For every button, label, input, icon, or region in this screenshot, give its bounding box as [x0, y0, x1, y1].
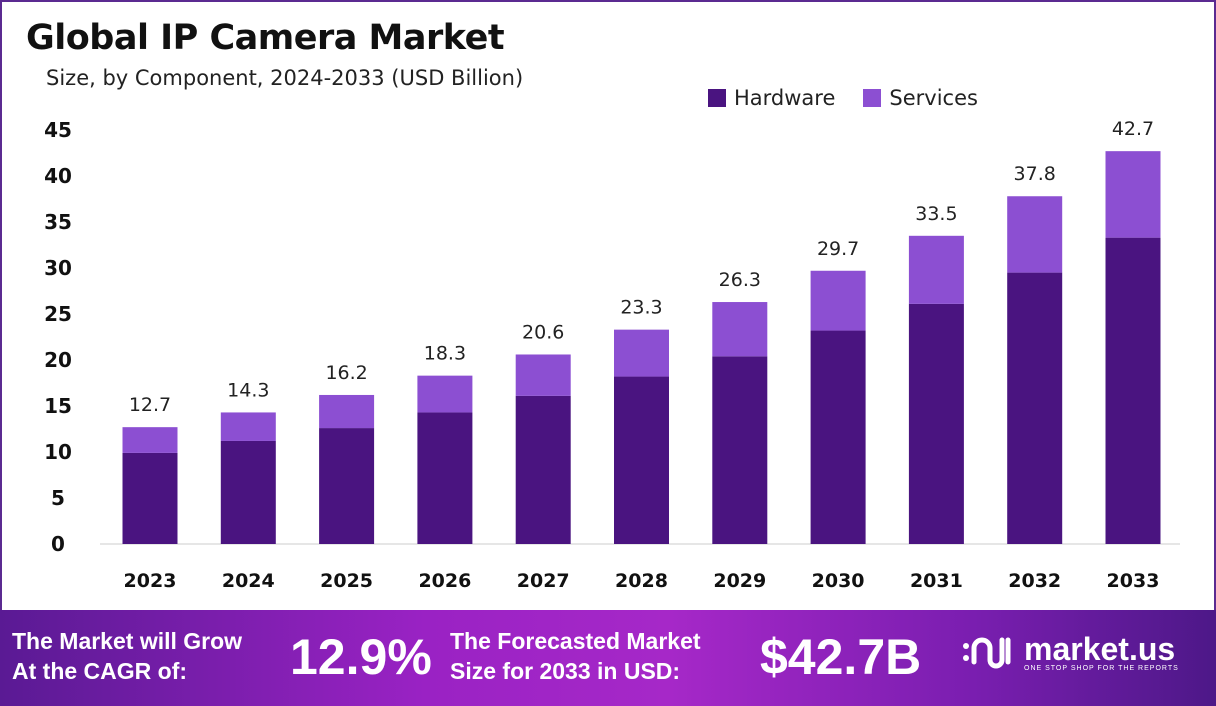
total-label: 29.7	[817, 238, 859, 260]
y-tick-label: 45	[44, 118, 72, 142]
bar-services-2026	[417, 375, 473, 413]
total-label: 18.3	[424, 343, 466, 365]
cagr-value: 12.9%	[290, 629, 432, 685]
bar-services-2025	[319, 394, 375, 429]
bar-services-2024	[220, 412, 276, 441]
cagr-label-line: At the CAGR of:	[12, 658, 188, 684]
chart-subtitle: Size, by Component, 2024-2033 (USD Billi…	[46, 66, 524, 90]
bar-chart: 05101520253035404512.7202314.3202416.220…	[44, 118, 1180, 592]
legend-swatch-hardware	[708, 89, 726, 107]
footer-banner: The Market will Grow At the CAGR of: 12.9…	[0, 610, 1216, 706]
total-label: 42.7	[1112, 118, 1154, 140]
legend-label: Hardware	[734, 86, 836, 110]
y-tick-label: 40	[44, 164, 72, 188]
x-tick-label: 2033	[1107, 570, 1160, 592]
bar-services-2032	[1007, 196, 1063, 273]
bar-hardware-2032	[1007, 272, 1063, 544]
logo-tagline: ONE STOP SHOP FOR THE REPORTS	[1024, 664, 1179, 672]
x-tick-label: 2031	[910, 570, 963, 592]
x-tick-label: 2028	[615, 570, 668, 592]
legend-item-hardware: Hardware	[708, 86, 835, 110]
total-label: 16.2	[325, 362, 367, 384]
legend: Hardware Services	[708, 86, 978, 110]
cagr-label-line: The Market will Grow	[12, 628, 243, 654]
x-tick-label: 2027	[517, 570, 570, 592]
total-label: 33.5	[915, 203, 957, 225]
total-label: 12.7	[129, 394, 171, 416]
y-tick-label: 20	[44, 348, 72, 372]
bar-hardware-2024	[220, 440, 276, 544]
y-tick-label: 5	[51, 486, 65, 510]
cagr-label: The Market will Grow At the CAGR of:	[12, 626, 242, 686]
forecast-value: $42.7B	[760, 629, 922, 685]
bar-services-2033	[1105, 151, 1161, 238]
forecast-label: The Forecasted Market Size for 2033 in US…	[450, 626, 701, 686]
logo-icon	[963, 637, 1011, 669]
bar-hardware-2033	[1105, 237, 1161, 544]
bar-services-2028	[614, 329, 669, 377]
legend-label: Services	[889, 86, 978, 110]
y-tick-label: 10	[44, 440, 72, 464]
bar-hardware-2028	[614, 376, 669, 544]
x-tick-label: 2030	[812, 570, 865, 592]
y-tick-label: 15	[44, 394, 72, 418]
x-tick-label: 2024	[222, 570, 275, 592]
bar-hardware-2027	[515, 395, 571, 544]
bar-services-2031	[908, 235, 964, 304]
forecast-label-line: Size for 2033 in USD:	[450, 658, 681, 684]
bar-services-2023	[122, 427, 178, 453]
y-tick-label: 0	[51, 532, 65, 556]
total-label: 26.3	[719, 269, 761, 291]
x-tick-label: 2032	[1008, 570, 1061, 592]
x-tick-label: 2029	[713, 570, 766, 592]
bar-services-2029	[712, 302, 768, 357]
logo-name: market.us	[1024, 630, 1176, 667]
bar-hardware-2031	[908, 303, 964, 544]
legend-swatch-services	[863, 89, 882, 107]
x-tick-label: 2026	[418, 570, 471, 592]
legend-item-services: Services	[863, 86, 978, 110]
total-label: 37.8	[1014, 163, 1056, 185]
bar-services-2027	[515, 354, 571, 396]
bar-hardware-2029	[712, 356, 768, 544]
bar-services-2030	[810, 270, 866, 331]
total-label: 14.3	[227, 379, 269, 401]
chart-title: Global IP Camera Market	[26, 18, 505, 58]
bar-hardware-2030	[810, 330, 866, 544]
x-tick-label: 2023	[124, 570, 177, 592]
x-tick-label: 2025	[320, 570, 373, 592]
bar-hardware-2023	[122, 452, 178, 544]
market-us-logo: market.us ONE STOP SHOP FOR THE REPORTS	[960, 630, 1179, 674]
forecast-label-line: The Forecasted Market	[450, 628, 701, 654]
total-label: 20.6	[522, 321, 564, 343]
y-tick-label: 30	[44, 256, 72, 280]
y-tick-label: 25	[44, 302, 72, 326]
bar-hardware-2026	[417, 412, 473, 544]
y-tick-label: 35	[44, 210, 72, 234]
bar-hardware-2025	[319, 428, 375, 544]
total-label: 23.3	[620, 297, 662, 319]
